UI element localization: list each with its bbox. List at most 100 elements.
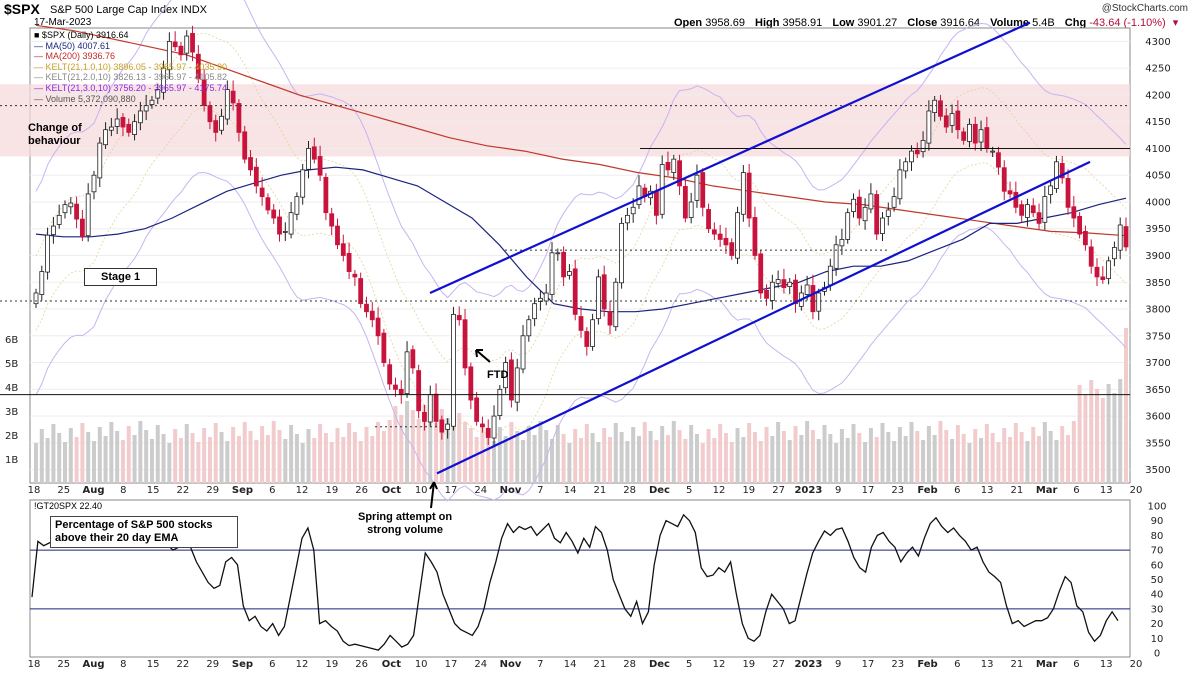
candle-body (943, 115, 949, 128)
indicator-tick-label: 50 (1151, 575, 1164, 586)
x-tick-label: 21 (1010, 485, 1023, 496)
candle-body (903, 161, 909, 172)
x-tick-label: 12 (296, 485, 309, 496)
volume-bar (178, 438, 183, 483)
symbol: $SPX (4, 1, 40, 17)
candle-body (1123, 226, 1129, 248)
volume-bar (781, 431, 786, 483)
volume-bar (660, 426, 665, 483)
x-tick-label: 25 (57, 485, 70, 496)
volume-bar (364, 427, 369, 483)
volume-bar (741, 437, 746, 483)
x-tick-label: Oct (382, 485, 401, 496)
volume-bar (573, 429, 578, 483)
high-value: 3958.91 (782, 17, 823, 29)
volume-bar (144, 430, 149, 483)
x-tick-label: 2023 (794, 485, 822, 496)
volume-bar (236, 436, 241, 483)
volume-bar (764, 427, 769, 483)
candle-body (1088, 246, 1094, 267)
candle-body (833, 244, 839, 269)
candle-body (740, 172, 746, 215)
volume-bar (260, 426, 265, 483)
x-tick-label: Oct (382, 659, 401, 670)
indicator-tick-label: 20 (1151, 619, 1164, 630)
candle-body (311, 146, 317, 160)
candle-body (97, 142, 103, 179)
open-value: 3958.69 (705, 17, 745, 29)
volume-bar (868, 428, 873, 483)
volume-bar (892, 441, 897, 483)
x-tick-label: 23 (891, 485, 904, 496)
candle-body (166, 40, 172, 71)
annotation-change-text: Change of behaviour (28, 122, 82, 147)
volume-bar (544, 430, 549, 483)
annotation-stage-1: Stage 1 (84, 268, 158, 286)
candle-body (758, 253, 764, 294)
x-tick-label: Sep (232, 485, 253, 496)
keltner-inner-lower (35, 107, 1127, 438)
x-tick-label: 6 (954, 485, 960, 496)
x-tick-label: Feb (917, 485, 937, 496)
candle-body (39, 271, 45, 295)
candle-body (74, 203, 79, 220)
x-tick-label: 13 (981, 485, 994, 496)
price-tick-label: 4300 (1145, 37, 1170, 48)
x-tick-label: 8 (120, 659, 126, 670)
spring-arrow (429, 481, 438, 509)
volume-bar (57, 433, 62, 483)
volume-bar (97, 427, 102, 483)
x-tick-label: 24 (474, 659, 487, 670)
candle-body (1001, 167, 1007, 192)
volume-bar (265, 435, 270, 483)
x-tick-label: 14 (564, 659, 577, 670)
x-tick-label: Feb (917, 659, 937, 670)
price-tick-label: 3650 (1145, 385, 1170, 396)
volume-bar (805, 421, 810, 483)
candle-body (688, 201, 694, 218)
x-tick-label: 17 (862, 659, 875, 670)
candle-body (775, 279, 781, 284)
volume-bar (405, 401, 410, 483)
volume-bar (839, 429, 844, 483)
candle-body (735, 212, 740, 259)
volume-bar (700, 443, 705, 483)
candle-body (340, 243, 346, 256)
x-tick-label: 19 (742, 485, 755, 496)
volume-bar (289, 425, 294, 483)
dropdown-icon[interactable]: ▾ (1172, 17, 1179, 29)
x-tick-label: Nov (500, 485, 522, 496)
x-tick-label: 12 (296, 659, 309, 670)
volume-bar (689, 425, 694, 483)
indicator-tick-label: 80 (1151, 531, 1164, 542)
volume-bar (358, 441, 363, 483)
volume-bar (747, 423, 752, 483)
candle-body (677, 160, 682, 187)
open-label: Open (674, 17, 703, 29)
candle-body (358, 278, 364, 305)
x-tick-label: Sep (232, 659, 253, 670)
volume-tick-label: 6B (5, 335, 18, 346)
keltner-inner-upper (35, 32, 1127, 363)
candle-body (381, 332, 387, 363)
candle-body (700, 172, 706, 208)
x-tick-label: 26 (355, 485, 368, 496)
candle-body (387, 364, 393, 385)
volume-bar (497, 427, 502, 483)
candle-body (323, 176, 329, 214)
volume-bar (903, 436, 908, 483)
volume-bar (845, 438, 850, 483)
volume-bar (683, 439, 688, 483)
x-tick-label: 13 (981, 659, 994, 670)
candle-body (132, 121, 137, 135)
x-tick-label: 29 (206, 485, 219, 496)
volume-bar (132, 435, 137, 483)
candle-body (1106, 260, 1112, 279)
volume-bar (381, 431, 386, 483)
volume-bar (202, 428, 207, 483)
volume-bar (752, 432, 757, 483)
x-tick-label: 2023 (794, 659, 822, 670)
candle-body (961, 131, 967, 141)
volume-bar (665, 435, 670, 483)
candle-body (1019, 204, 1025, 216)
